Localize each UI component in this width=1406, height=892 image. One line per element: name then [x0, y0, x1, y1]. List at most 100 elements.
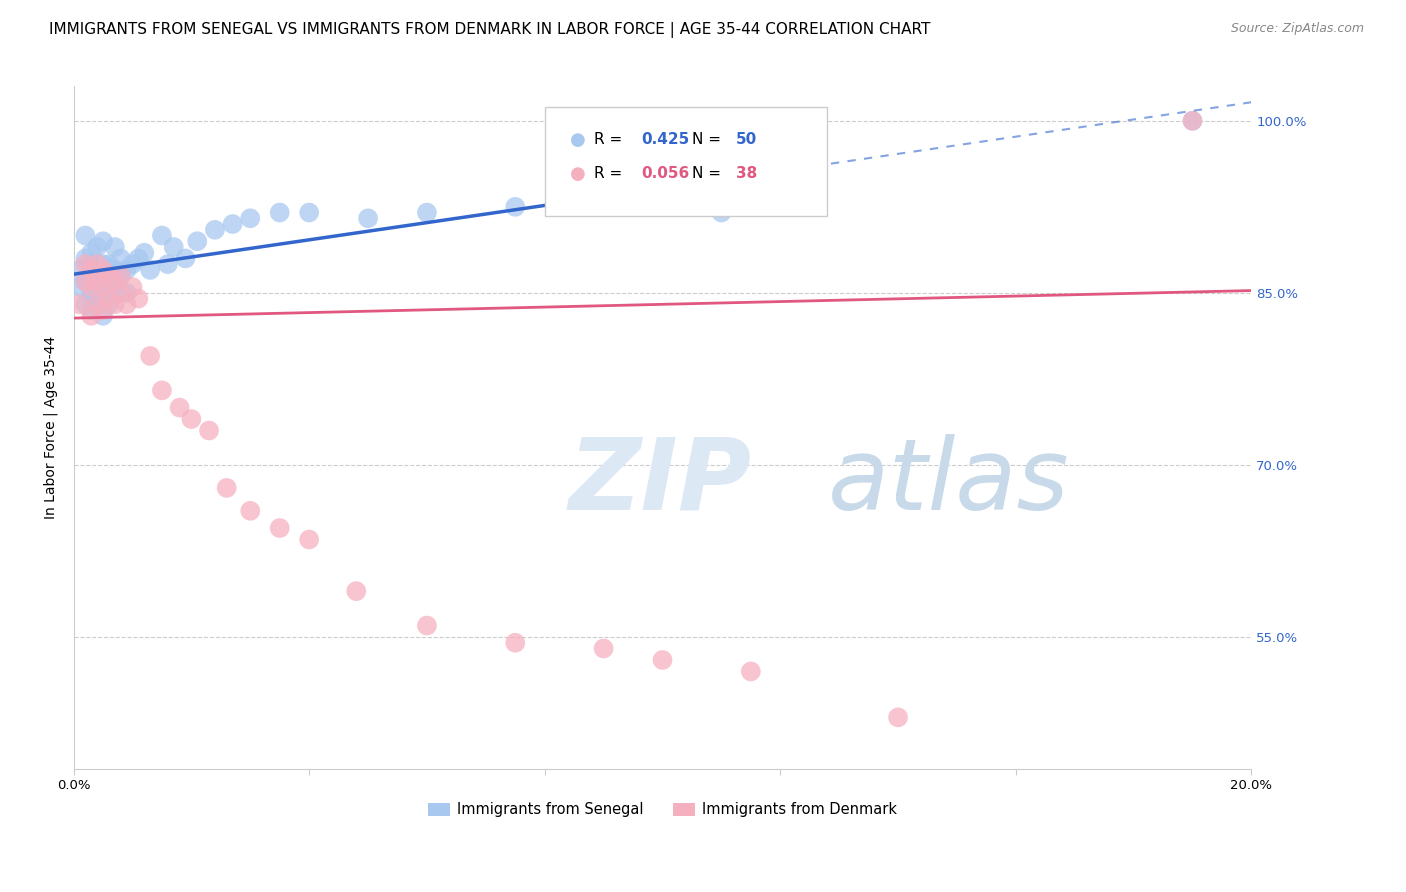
Point	[75, 274, 97, 288]
Text: 0.056: 0.056	[641, 166, 689, 181]
Point	[104, 274, 127, 288]
Point	[710, 205, 733, 219]
Point	[80, 303, 103, 318]
Point	[69, 297, 91, 311]
Point	[121, 257, 143, 271]
Text: N =: N =	[692, 166, 725, 181]
Point	[91, 257, 114, 271]
Point	[110, 252, 132, 266]
Point	[121, 280, 143, 294]
Y-axis label: In Labor Force | Age 35-44: In Labor Force | Age 35-44	[44, 336, 58, 519]
Text: Source: ZipAtlas.com: Source: ZipAtlas.com	[1230, 22, 1364, 36]
Point	[91, 274, 114, 288]
Point	[86, 280, 108, 294]
Point	[115, 263, 138, 277]
Point	[180, 412, 202, 426]
Point	[127, 252, 149, 266]
Point	[91, 280, 114, 294]
Point	[298, 205, 321, 219]
Text: ●: ●	[569, 130, 585, 149]
Point	[139, 263, 162, 277]
Point	[416, 618, 439, 632]
Point	[344, 584, 367, 599]
Text: atlas: atlas	[827, 434, 1069, 531]
Point	[592, 641, 614, 656]
Point	[86, 297, 108, 311]
Point	[86, 263, 108, 277]
Text: R =: R =	[595, 132, 627, 147]
Point	[75, 274, 97, 288]
Point	[150, 384, 173, 398]
Legend: Immigrants from Senegal, Immigrants from Denmark: Immigrants from Senegal, Immigrants from…	[422, 797, 903, 823]
Point	[75, 257, 97, 271]
FancyBboxPatch shape	[544, 107, 827, 216]
Text: 38: 38	[735, 166, 756, 181]
Point	[80, 263, 103, 277]
Point	[86, 292, 108, 306]
Point	[239, 504, 262, 518]
Point	[239, 211, 262, 226]
Text: ZIP: ZIP	[568, 434, 751, 531]
Text: IMMIGRANTS FROM SENEGAL VS IMMIGRANTS FROM DENMARK IN LABOR FORCE | AGE 35-44 CO: IMMIGRANTS FROM SENEGAL VS IMMIGRANTS FR…	[49, 22, 931, 38]
Point	[156, 257, 179, 271]
Point	[80, 268, 103, 283]
Point	[1181, 113, 1204, 128]
Point	[204, 223, 226, 237]
Text: 50: 50	[735, 132, 756, 147]
Point	[91, 292, 114, 306]
Point	[269, 521, 291, 535]
Point	[115, 297, 138, 311]
Point	[503, 636, 526, 650]
Point	[104, 280, 127, 294]
Point	[592, 194, 614, 208]
Point	[110, 285, 132, 300]
Point	[150, 228, 173, 243]
Point	[86, 257, 108, 271]
Point	[298, 533, 321, 547]
Point	[887, 710, 910, 724]
Point	[127, 292, 149, 306]
Point	[110, 268, 132, 283]
Point	[69, 263, 91, 277]
Point	[86, 240, 108, 254]
Point	[186, 234, 208, 248]
Point	[416, 205, 439, 219]
Point	[80, 309, 103, 323]
Point	[651, 653, 673, 667]
Point	[91, 234, 114, 248]
Point	[97, 257, 120, 271]
Text: R =: R =	[595, 166, 627, 181]
Point	[104, 240, 127, 254]
Point	[139, 349, 162, 363]
Point	[91, 309, 114, 323]
Point	[80, 285, 103, 300]
Point	[97, 268, 120, 283]
Point	[740, 665, 762, 679]
Point	[69, 280, 91, 294]
Point	[75, 228, 97, 243]
Point	[80, 245, 103, 260]
Point	[169, 401, 191, 415]
Point	[503, 200, 526, 214]
Point	[198, 424, 221, 438]
Point	[86, 274, 108, 288]
Point	[75, 297, 97, 311]
Point	[80, 280, 103, 294]
Point	[97, 292, 120, 306]
Point	[97, 297, 120, 311]
Point	[269, 205, 291, 219]
Point	[215, 481, 238, 495]
Text: ●: ●	[569, 165, 585, 183]
Point	[115, 285, 138, 300]
Point	[110, 268, 132, 283]
Text: 0.425: 0.425	[641, 132, 689, 147]
Point	[104, 263, 127, 277]
Point	[75, 252, 97, 266]
Point	[163, 240, 186, 254]
Point	[1181, 113, 1204, 128]
Point	[97, 274, 120, 288]
Point	[134, 245, 156, 260]
Point	[104, 297, 127, 311]
Point	[221, 217, 243, 231]
Text: N =: N =	[692, 132, 725, 147]
